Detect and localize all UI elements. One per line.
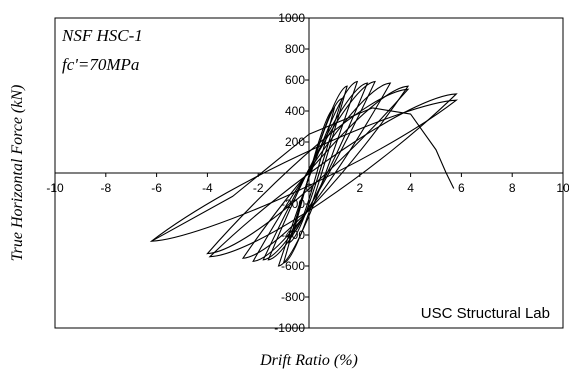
x-tick-label: -4 (202, 181, 213, 195)
hysteresis-loop (206, 88, 410, 255)
y-tick-label: 200 (285, 135, 305, 149)
hysteresis-loop (241, 85, 410, 259)
x-tick-label: 0 (306, 181, 313, 195)
hysteresis-loops (149, 80, 459, 267)
x-tick-label: 8 (509, 181, 516, 195)
y-tick-label: 1000 (278, 11, 305, 25)
x-tick-label: -6 (151, 181, 162, 195)
hysteresis-loop (208, 93, 458, 258)
strength-annotation: fc'=70MPa (62, 55, 139, 74)
y-tick-label: -1000 (274, 321, 305, 335)
lab-credit: USC Structural Lab (421, 305, 550, 322)
x-tick-label: 6 (458, 181, 465, 195)
hysteresis-loop (267, 82, 369, 261)
x-tick-label: 2 (356, 181, 363, 195)
x-axis-label: Drift Ratio (%) (259, 352, 358, 369)
hysteresis-loop (262, 80, 376, 261)
y-tick-label: 600 (285, 73, 305, 87)
x-tick-label: -10 (46, 181, 64, 195)
x-tick-label: -2 (253, 181, 264, 195)
hysteresis-loop (252, 82, 392, 262)
x-tick-label: 10 (556, 181, 569, 195)
y-tick-label: 400 (285, 104, 305, 118)
y-ticks: -1000 -800 -600 -400 -200 200 400 600 800 1000 (274, 11, 309, 335)
hysteresis-loop (149, 99, 459, 242)
y-tick-label: -200 (281, 197, 305, 211)
x-tick-label: -8 (100, 181, 111, 195)
specimen-annotation: NSF HSC-1 (61, 26, 143, 45)
y-axis-label: True Horizontal Force (kN) (9, 85, 26, 262)
y-tick-label: -800 (281, 290, 305, 304)
final-branch (151, 107, 455, 242)
y-tick-label: 800 (285, 42, 305, 56)
y-tick-label: -400 (281, 228, 305, 242)
y-tick-label: -600 (281, 259, 305, 273)
x-tick-label: 4 (407, 181, 414, 195)
x-ticks: -10 -8 -6 -4 -2 0 2 4 6 8 10 (46, 173, 569, 195)
